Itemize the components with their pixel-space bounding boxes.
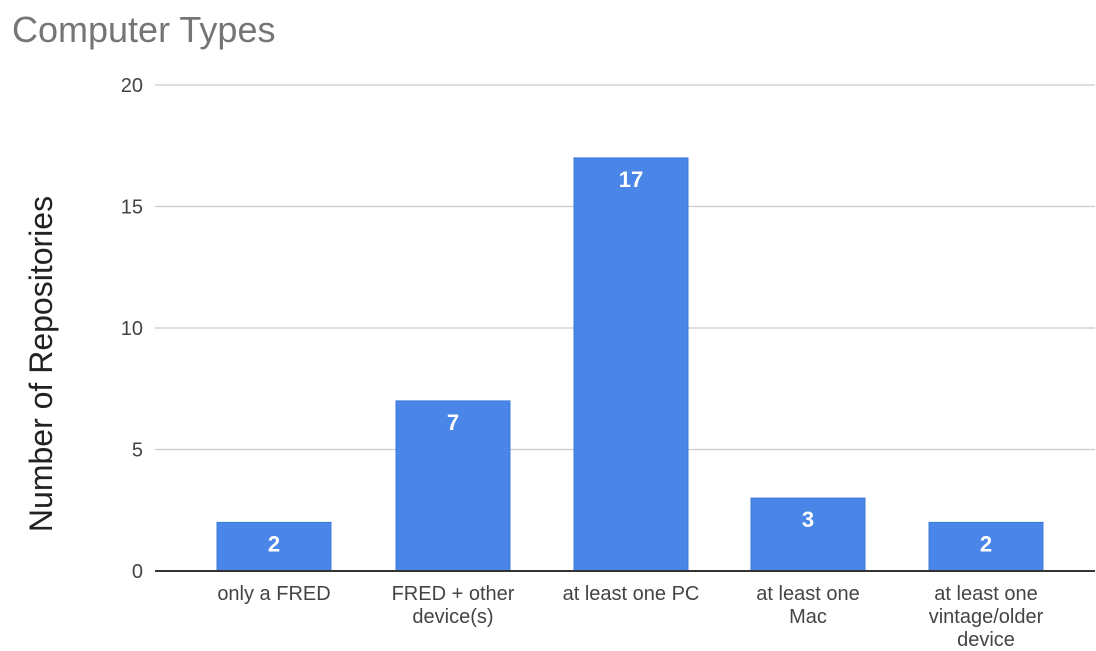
bar-value-label: 2: [980, 531, 992, 556]
x-tick-label-line: device: [957, 629, 1015, 651]
y-tick-label: 10: [121, 318, 143, 340]
bar: [216, 521, 332, 572]
chart-title: Computer Types: [12, 9, 275, 50]
y-tick-label: 5: [132, 440, 143, 462]
y-axis-label: Number of Repositories: [23, 196, 59, 532]
bar: [750, 497, 866, 572]
x-tick-label-line: at least one: [934, 583, 1037, 605]
y-axis-ticks: 0 5 10 15 20: [121, 75, 143, 583]
x-tick-label-line: only a FRED: [217, 583, 330, 605]
x-tick-label-line: at least one: [756, 583, 859, 605]
y-tick-label: 20: [121, 75, 143, 97]
bar: [573, 157, 689, 572]
x-tick-label: at least one vintage/older device: [929, 583, 1044, 651]
x-tick-label-line: FRED + other: [392, 583, 515, 605]
x-tick-label-line: vintage/older: [929, 606, 1044, 628]
bar-value-label: 7: [447, 410, 459, 435]
y-tick-label: 0: [132, 561, 143, 583]
x-tick-label-line: at least one PC: [563, 583, 700, 605]
x-axis-ticks: only a FRED FRED + other device(s) at least…: [217, 583, 1043, 651]
x-tick-label: FRED + other device(s): [392, 583, 515, 628]
bar: [928, 521, 1044, 572]
x-tick-label: at least one Mac: [756, 583, 859, 628]
x-tick-label: at least one PC: [563, 583, 700, 605]
data-labels: 2 7 17 3 2: [268, 167, 992, 557]
x-tick-label-line: device(s): [412, 606, 493, 628]
bar-value-label: 17: [619, 167, 643, 192]
x-tick-label-line: Mac: [789, 606, 827, 628]
bars: [216, 157, 1044, 572]
bar-value-label: 2: [268, 531, 280, 556]
y-tick-label: 15: [121, 197, 143, 219]
bar-value-label: 3: [802, 507, 814, 532]
x-tick-label: only a FRED: [217, 583, 330, 605]
